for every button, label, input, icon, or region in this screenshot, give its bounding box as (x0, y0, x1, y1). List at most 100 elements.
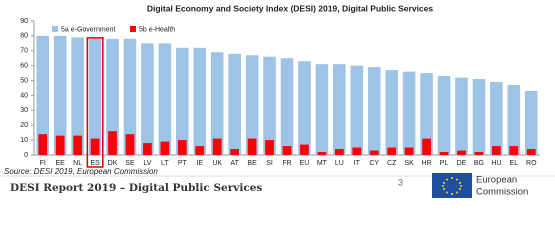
legend-swatch (52, 26, 58, 32)
bar (263, 56, 276, 155)
bar (106, 38, 119, 155)
org-line: Commission (476, 187, 528, 198)
x-tick-label: CY (369, 160, 379, 167)
x-tick-label: SK (404, 160, 414, 167)
x-tick-label: EE (56, 160, 66, 167)
x-tick-label: EL (510, 160, 519, 167)
bar (193, 47, 207, 155)
bar (212, 138, 222, 155)
x-tick-label: SI (266, 160, 273, 167)
bar (210, 52, 224, 156)
legend-swatch (130, 26, 136, 32)
bar (404, 147, 414, 155)
bar (420, 73, 433, 155)
bar (300, 144, 309, 155)
page-number: 3 (398, 177, 403, 187)
bar (177, 140, 187, 155)
x-tick-label: NL (73, 160, 82, 167)
y-tick-label: 50 (20, 77, 28, 84)
y-tick-label: 40 (20, 92, 28, 99)
x-tick-label: LV (143, 160, 151, 167)
chart-title: Digital Economy and Society Index (DESI)… (147, 3, 434, 13)
bar (247, 138, 257, 155)
bar (143, 143, 152, 155)
x-tick-label: CZ (387, 160, 397, 167)
bar (123, 38, 137, 155)
x-tick-label: IT (354, 160, 361, 167)
bar (88, 38, 102, 155)
bar (38, 134, 48, 155)
bar (141, 43, 154, 156)
x-tick-label: DE (457, 160, 467, 167)
x-tick-label: IE (196, 160, 203, 167)
bar (245, 55, 259, 155)
x-tick-label: HR (422, 160, 432, 167)
x-tick-label: LT (161, 160, 169, 167)
bar (422, 138, 431, 155)
bar (474, 152, 484, 155)
y-tick-label: 80 (20, 33, 28, 40)
x-tick-label: DK (108, 160, 118, 167)
bar (367, 67, 381, 155)
x-tick-label: FR (282, 160, 291, 167)
bar (36, 35, 50, 156)
x-tick-label: BG (474, 160, 484, 167)
bar (228, 53, 241, 155)
x-tick-label: ES (90, 160, 100, 167)
bar (90, 138, 100, 155)
x-tick-label: BE (247, 160, 257, 167)
bar (524, 90, 538, 155)
x-tick-label: FI (40, 160, 46, 167)
bar (490, 82, 503, 155)
legend-label: 5b e-Health (139, 26, 175, 33)
bar (472, 79, 486, 155)
bar (160, 141, 170, 155)
org-line: European (476, 175, 517, 186)
bar (176, 47, 189, 155)
bar (282, 146, 292, 155)
y-tick-label: 10 (20, 137, 28, 144)
source: Source: DESI 2019, European Commission (4, 167, 158, 176)
bar (437, 76, 451, 155)
x-tick-label: MT (317, 160, 328, 167)
bar (317, 152, 327, 155)
bar (387, 147, 397, 155)
bar (507, 85, 521, 155)
bar (526, 149, 536, 155)
highlight-box (86, 37, 104, 168)
y-tick-label: 90 (20, 18, 28, 25)
bar (439, 152, 449, 155)
x-tick-label: PL (440, 160, 449, 167)
bar (230, 149, 240, 155)
bar (385, 70, 398, 155)
y-tick-label: 0 (24, 152, 28, 159)
y-tick-label: 70 (20, 48, 28, 55)
bar (509, 146, 519, 155)
x-tick-label: LU (335, 160, 344, 167)
bar (315, 64, 329, 155)
y-tick-label: 60 (20, 63, 28, 70)
x-tick-label: SE (125, 160, 135, 167)
footer-report: DESI Report 2019 – Digital Public Servic… (10, 182, 262, 194)
bar (455, 77, 468, 155)
bar (369, 150, 379, 155)
x-tick-label: HU (491, 160, 501, 167)
chart: Digital Economy and Society Index (DESI)… (0, 3, 555, 198)
bar (71, 37, 84, 155)
bar (53, 35, 67, 156)
bar (457, 150, 466, 155)
bar (73, 135, 82, 155)
x-tick-label: PT (178, 160, 188, 167)
x-tick-label: RO (526, 160, 537, 167)
bar (158, 43, 172, 156)
x-tick-label: UK (212, 160, 222, 167)
bar (334, 149, 344, 155)
bar (352, 147, 362, 155)
bar (55, 135, 65, 155)
bar (492, 146, 501, 155)
legend-label: 5a e-Government (61, 26, 116, 33)
bar (108, 131, 117, 155)
bar (298, 61, 311, 156)
bar (280, 58, 294, 155)
bar (265, 140, 274, 155)
